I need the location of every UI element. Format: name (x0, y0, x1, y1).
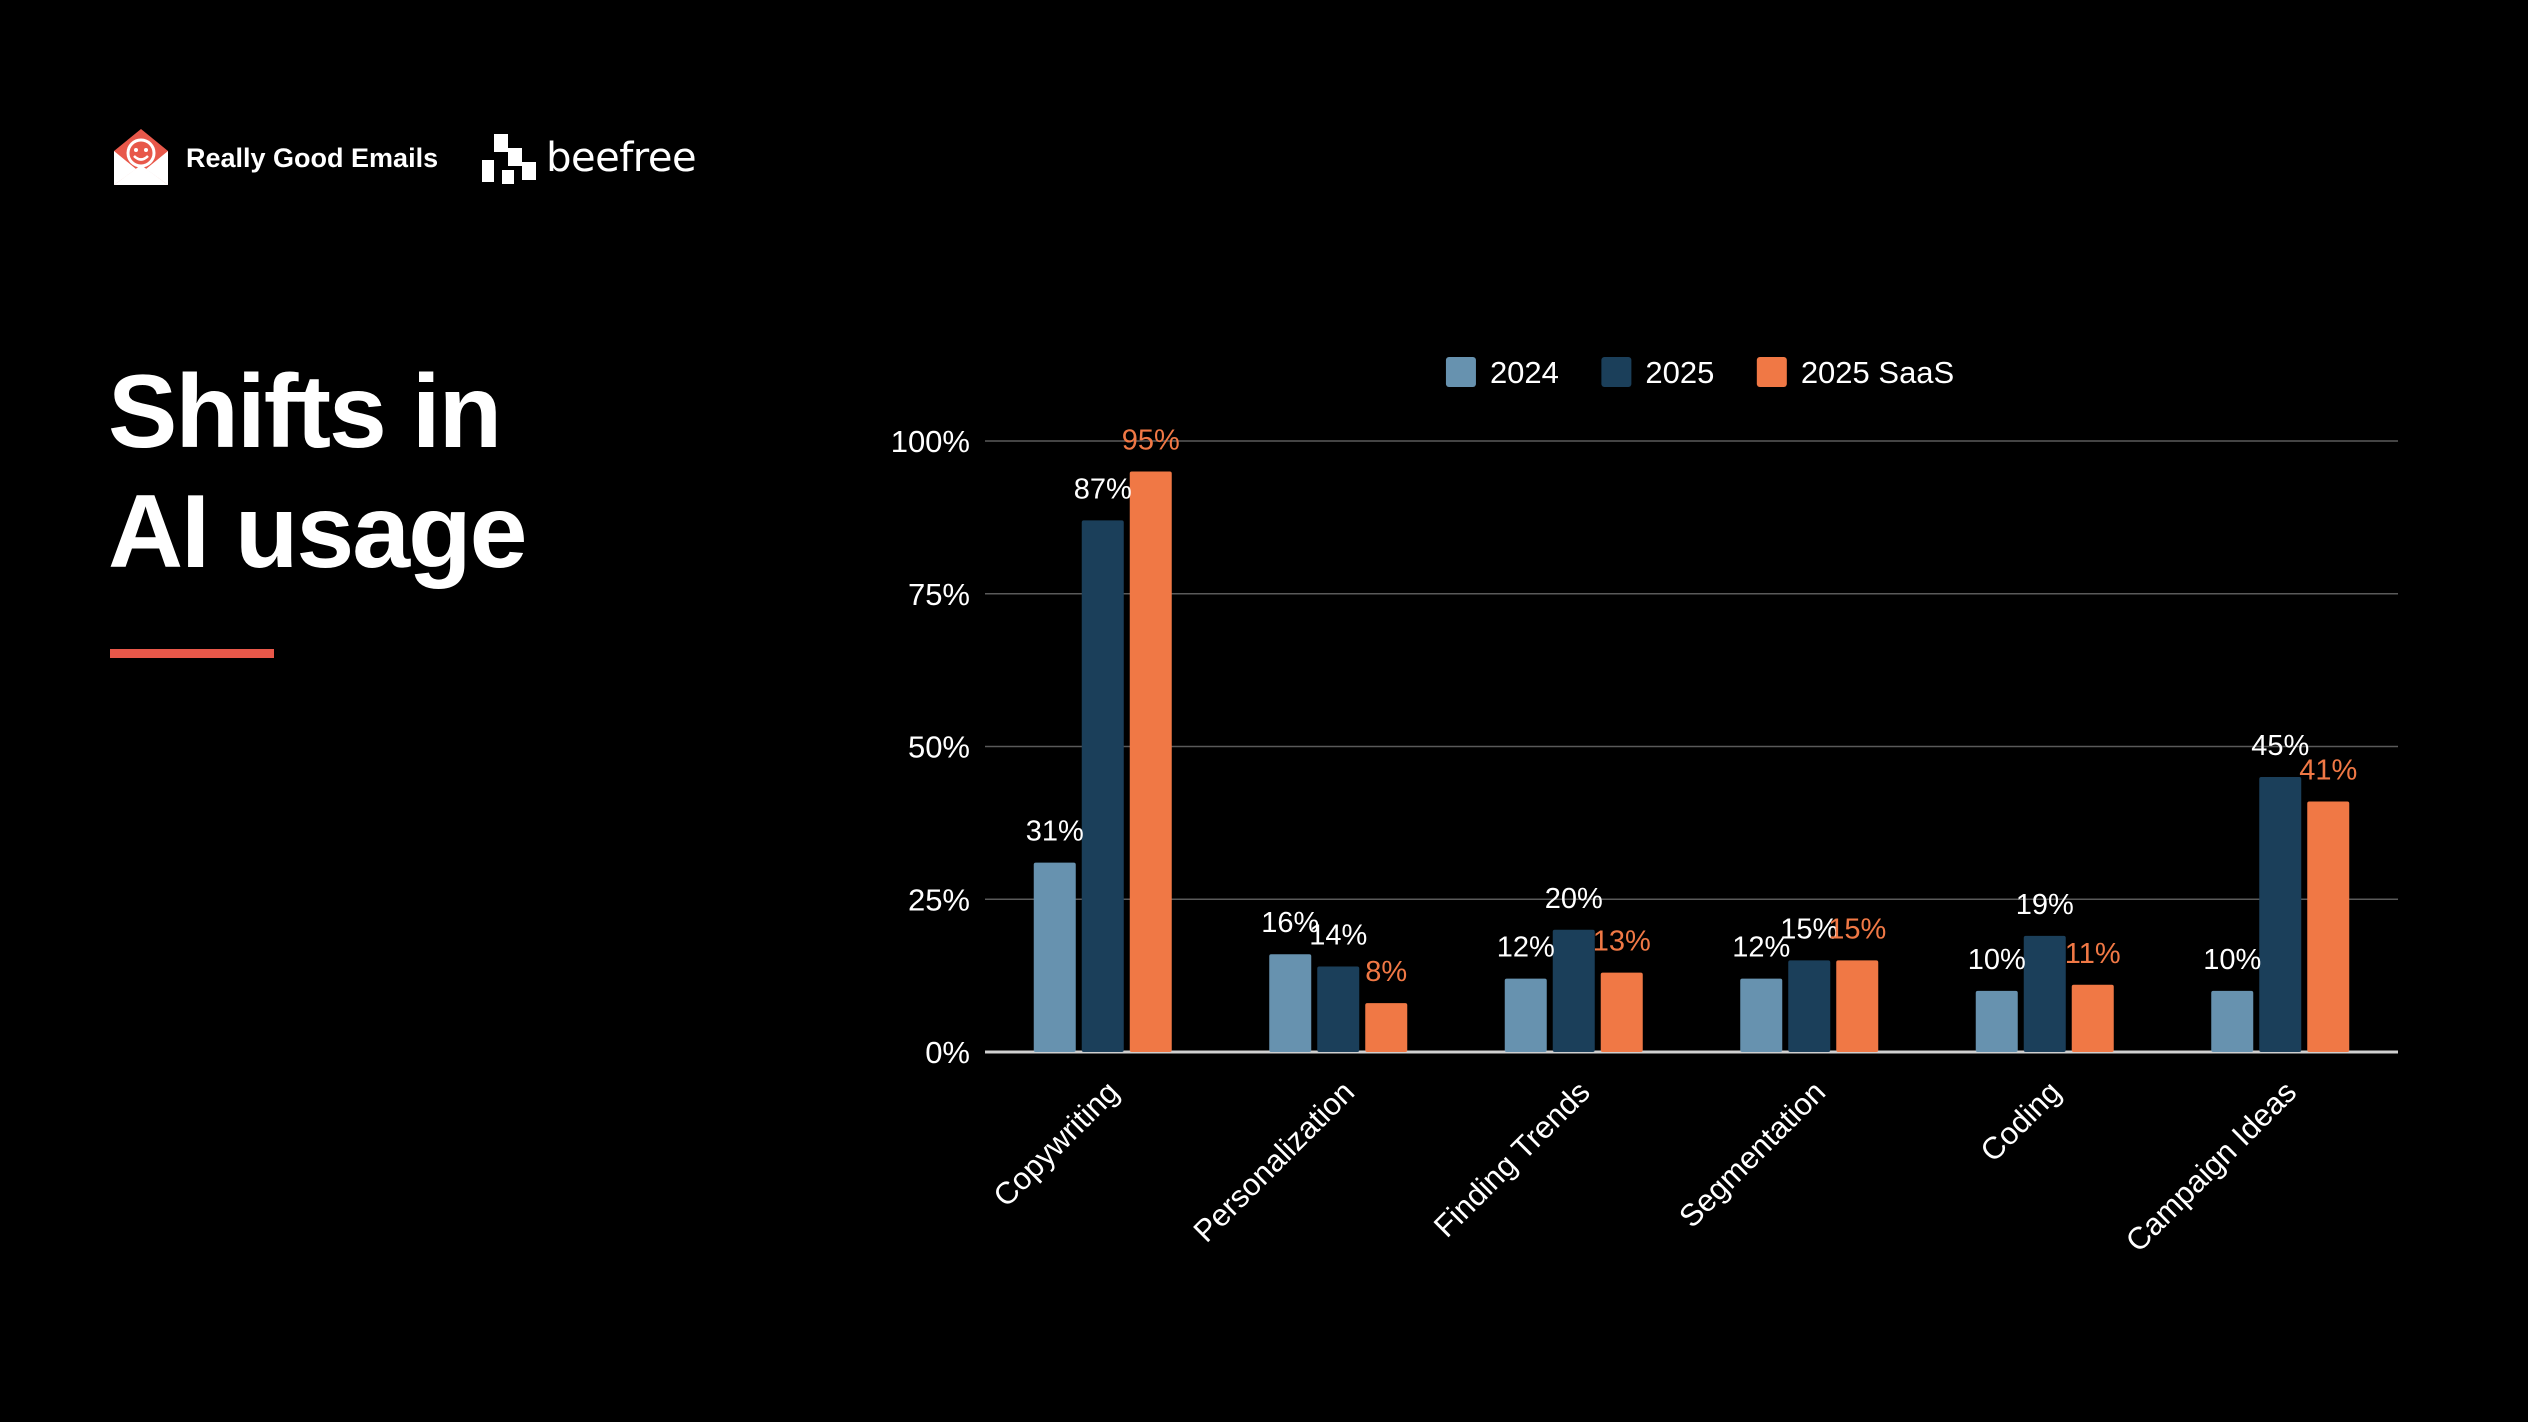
bar-2024 (1033, 862, 1076, 1052)
really-good-emails-label: Really Good Emails (186, 142, 439, 173)
value-label-2025-saas: 95% (1122, 425, 1180, 457)
bar-2025-saas (2307, 801, 2350, 1052)
value-label-2025: 87% (1074, 473, 1132, 505)
x-tick-label: Campaign Ideas (2119, 1074, 2303, 1258)
value-label-2024: 10% (1968, 944, 2026, 976)
chart-gridlines (985, 440, 2398, 1054)
bar-2025-saas (2071, 984, 2114, 1052)
bar-2025 (1552, 929, 1595, 1052)
y-tick-label: 50% (908, 730, 970, 765)
value-label-2024: 16% (1261, 907, 1319, 939)
brand-beefree: beefree (480, 130, 697, 186)
page-title-line-2: AI usage (108, 474, 527, 590)
beefree-label: beefree (546, 135, 697, 181)
brand-really-good-emails: Really Good Emails (110, 127, 438, 189)
chart-y-axis: 0% 25% 50% 75% 100% (891, 424, 970, 1070)
title-accent-bar (110, 649, 274, 658)
y-tick-label: 100% (891, 424, 970, 459)
value-label-2025: 20% (1545, 883, 1603, 915)
value-label-2025-saas: 41% (2299, 754, 2357, 786)
bar-2024 (1975, 990, 2018, 1052)
bar-2025-saas (1365, 1003, 1408, 1052)
legend-label-2024: 2024 (1490, 355, 1559, 390)
value-label-2024: 12% (1732, 932, 1790, 964)
chart-x-axis: Copywriting Personalization Finding Trends… (986, 1074, 2303, 1258)
bar-2025-saas (1836, 960, 1879, 1052)
y-tick-label: 75% (908, 577, 970, 612)
value-label-2025-saas: 11% (2065, 938, 2121, 970)
bar-2024 (1740, 978, 1783, 1052)
chart-bars (1033, 471, 2350, 1052)
y-tick-label: 25% (908, 882, 970, 917)
bar-2025 (2023, 935, 2066, 1052)
legend-swatch-2025-saas (1756, 357, 1787, 387)
value-label-2025-saas: 15% (1828, 913, 1886, 945)
value-label-2025-saas: 8% (1365, 956, 1407, 988)
x-tick-label: Finding Trends (1427, 1074, 1597, 1244)
legend-swatch-2024 (1445, 357, 1476, 387)
x-tick-label: Segmentation (1672, 1074, 1832, 1234)
value-label-2024: 12% (1497, 932, 1555, 964)
bar-2024 (1504, 978, 1547, 1052)
bar-2025 (1788, 960, 1831, 1052)
legend-label-2025-saas: 2025 SaaS (1801, 355, 1954, 390)
bar-2025 (1081, 520, 1124, 1052)
value-label-2025: 14% (1309, 919, 1367, 951)
beefree-logo-icon (482, 134, 537, 184)
chart-legend: 2024 2025 2025 SaaS (1445, 355, 1954, 390)
legend-label-2025: 2025 (1645, 355, 1714, 390)
x-tick-label: Personalization (1187, 1074, 1362, 1249)
legend-swatch-2025 (1601, 357, 1632, 387)
brand-row: Really Good Emails beefree (110, 126, 697, 190)
value-label-2024: 31% (1026, 816, 1084, 848)
y-tick-label: 0% (925, 1035, 970, 1070)
bar-2024 (1269, 954, 1312, 1052)
x-tick-label: Copywriting (986, 1074, 1125, 1213)
value-label-2024: 10% (2203, 944, 2261, 976)
bar-2025-saas (1129, 471, 1172, 1052)
value-label-2025: 15% (1780, 913, 1838, 945)
bar-2025 (1317, 966, 1360, 1052)
envelope-smiley-icon (114, 129, 168, 185)
value-label-2025: 45% (2251, 730, 2309, 762)
page-title-line-1: Shifts in (108, 354, 502, 470)
bar-2025-saas (1600, 972, 1643, 1052)
x-tick-label: Coding (1973, 1074, 2067, 1168)
bar-2025 (2259, 777, 2302, 1052)
value-label-2025-saas: 13% (1593, 926, 1651, 958)
value-label-2025: 19% (2016, 889, 2074, 921)
chart-value-labels: 31%87%95%16%14%8%12%20%13% 12%15%15%10%19… (1026, 425, 2358, 989)
bar-2024 (2211, 990, 2254, 1052)
page-title: Shifts in AI usage (108, 352, 808, 592)
